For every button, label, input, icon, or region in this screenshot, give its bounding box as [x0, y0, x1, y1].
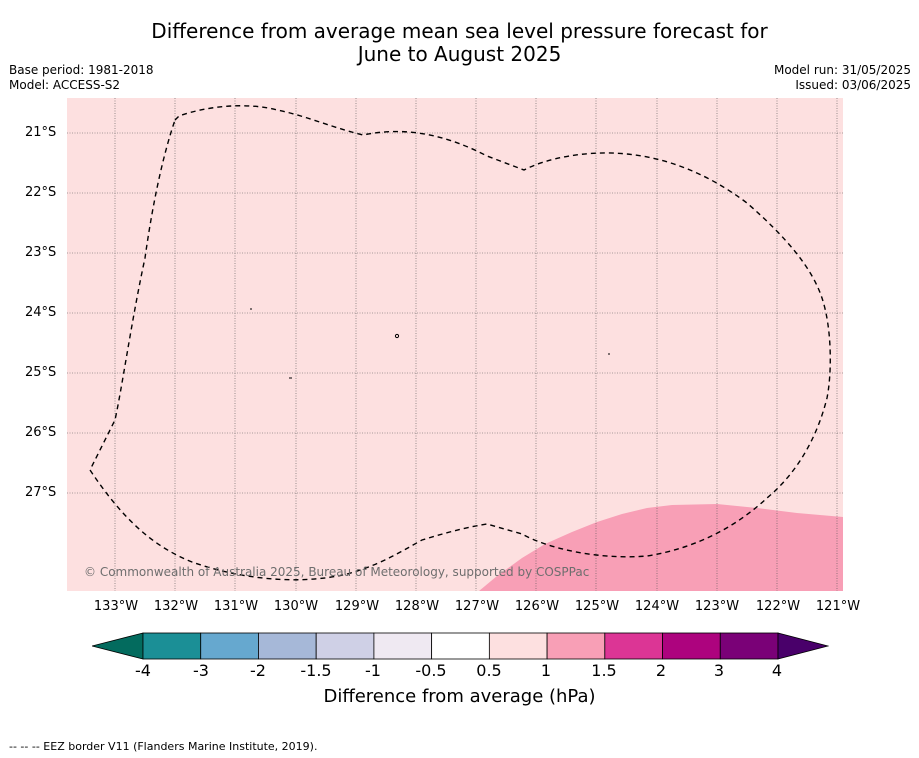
lon-label-128w: 128°W	[394, 599, 440, 614]
model-run: Model run: 31/05/2025	[773, 63, 911, 77]
colorbar	[92, 632, 829, 660]
colorbar-over-arrow	[777, 632, 829, 660]
colorbar-tick-label: -1	[365, 661, 381, 680]
lat-label-21s: 21°S	[25, 125, 57, 140]
lat-label-25s: 25°S	[25, 365, 57, 380]
eez-border	[89, 105, 831, 581]
gridlines	[67, 98, 843, 591]
metadata-left: Base period: 1981-2018 Model: ACCESS-S2	[9, 63, 154, 93]
base-period: Base period: 1981-2018	[9, 63, 154, 77]
lon-label-126w: 126°W	[514, 599, 560, 614]
lat-label-24s: 24°S	[25, 305, 57, 320]
colorbar-tick-label: -2	[250, 661, 266, 680]
colorbar-tick-label: -4	[135, 661, 151, 680]
colorbar-segments	[142, 632, 779, 660]
map-title-line1: Difference from average mean sea level p…	[151, 19, 768, 43]
lon-label-133w: 133°W	[93, 599, 139, 614]
colorbar-tick-label: 2	[655, 661, 667, 680]
colorbar-tick-label: -0.5	[415, 661, 447, 680]
colorbar-segment	[604, 632, 663, 660]
anomaly-region-1-1.5	[479, 504, 843, 591]
colorbar-tick-label: -1.5	[300, 661, 332, 680]
colorbar-segment	[200, 632, 259, 660]
copyright-notice: © Commonwealth of Australia 2025, Bureau…	[84, 565, 590, 579]
islands	[250, 308, 610, 379]
colorbar-segment	[719, 632, 779, 660]
colorbar-segment	[258, 632, 317, 660]
colorbar-segment	[431, 632, 490, 660]
colorbar-segment	[142, 632, 202, 660]
lat-label-23s: 23°S	[25, 245, 57, 260]
metadata-right: Model run: 31/05/2025 Issued: 03/06/2025	[774, 63, 911, 93]
colorbar-tick-label: 3	[713, 661, 725, 680]
lon-label-121w: 121°W	[815, 599, 861, 614]
lon-label-131w: 131°W	[213, 599, 259, 614]
model-name: Model: ACCESS-S2	[9, 78, 121, 92]
lon-label-125w: 125°W	[574, 599, 620, 614]
colorbar-title: Difference from average (hPa)	[323, 686, 596, 707]
footnote-eez: -- -- -- EEZ border V11 (Flanders Marine…	[9, 740, 318, 753]
lat-label-26s: 26°S	[25, 425, 57, 440]
lon-label-124w: 124°W	[634, 599, 680, 614]
issued-date: Issued: 03/06/2025	[795, 78, 911, 92]
lon-label-127w: 127°W	[454, 599, 500, 614]
lon-label-123w: 123°W	[694, 599, 740, 614]
lon-label-132w: 132°W	[153, 599, 199, 614]
colorbar-segment	[373, 632, 433, 660]
colorbar-segment	[546, 632, 606, 660]
map-title-line2: June to August 2025	[357, 42, 562, 66]
colorbar-segment	[662, 632, 721, 660]
lon-label-122w: 122°W	[755, 599, 801, 614]
map-svg	[67, 98, 843, 591]
colorbar-tick-label: 1.5	[591, 661, 617, 680]
lat-label-22s: 22°S	[25, 185, 57, 200]
colorbar-tick-label: 0.5	[476, 661, 502, 680]
colorbar-tick-label: 4	[771, 661, 783, 680]
map-panel	[67, 98, 843, 591]
colorbar-tick-label: 1	[540, 661, 552, 680]
colorbar-segment	[488, 632, 548, 660]
lon-label-129w: 129°W	[334, 599, 380, 614]
colorbar-tick-label: -3	[193, 661, 209, 680]
lon-label-130w: 130°W	[273, 599, 319, 614]
colorbar-under-arrow	[92, 632, 144, 660]
colorbar-segment	[315, 632, 375, 660]
lat-label-27s: 27°S	[25, 485, 57, 500]
